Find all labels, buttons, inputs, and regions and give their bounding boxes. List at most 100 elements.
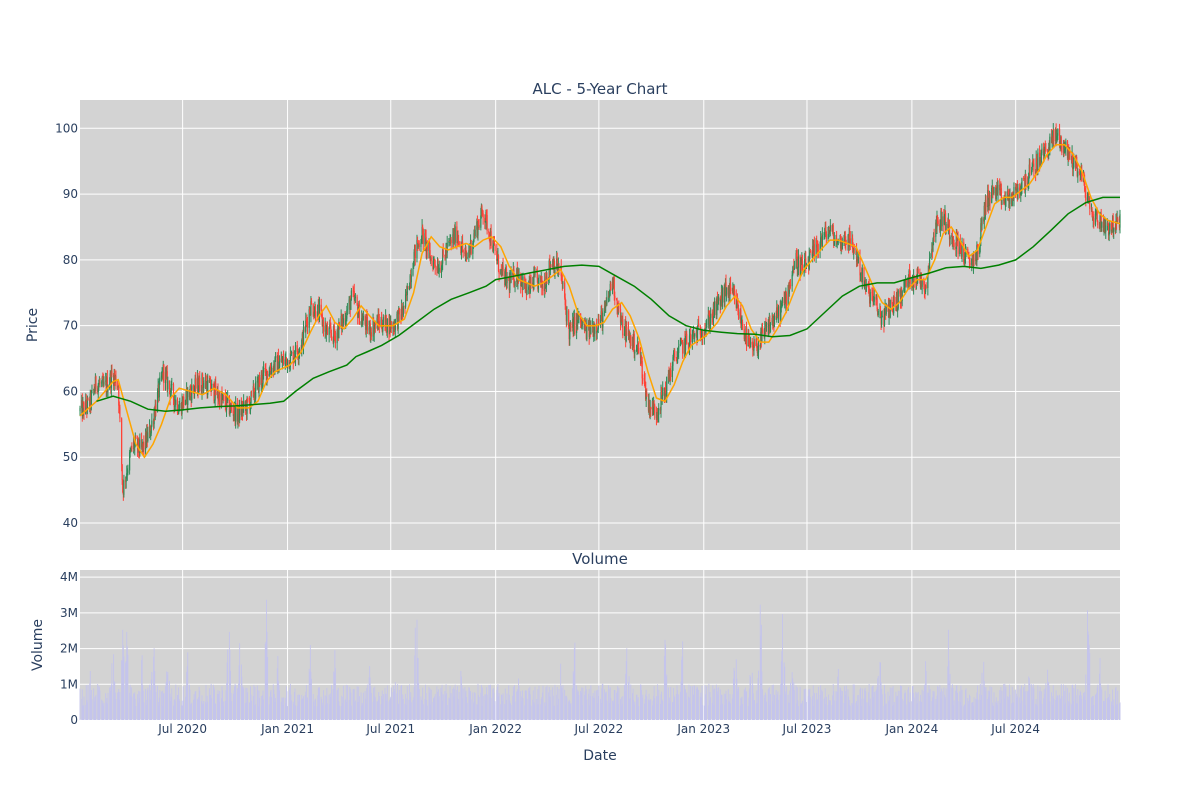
candlestick bbox=[934, 229, 935, 242]
volume-bar bbox=[918, 692, 919, 720]
volume-bar bbox=[634, 702, 635, 720]
volume-y-tick-label: 1M bbox=[60, 677, 78, 691]
volume-bar bbox=[96, 695, 97, 720]
candlestick bbox=[989, 192, 990, 211]
volume-bar bbox=[531, 705, 532, 720]
volume-bar bbox=[187, 652, 188, 720]
candlestick bbox=[1005, 191, 1006, 206]
volume-y-tick-label: 3M bbox=[60, 606, 78, 620]
volume-bar bbox=[646, 696, 647, 720]
candlestick bbox=[574, 313, 575, 336]
volume-bar bbox=[582, 688, 583, 720]
candlestick bbox=[961, 238, 962, 262]
volume-bar bbox=[447, 705, 448, 720]
volume-bar bbox=[80, 689, 81, 720]
candlestick bbox=[163, 364, 164, 391]
candlestick bbox=[494, 243, 495, 255]
candlestick bbox=[215, 376, 216, 395]
volume-bar bbox=[315, 699, 316, 720]
candlestick bbox=[738, 305, 739, 320]
volume-bar bbox=[303, 696, 304, 720]
candlestick bbox=[363, 311, 364, 321]
candlestick bbox=[371, 327, 372, 340]
volume-bar bbox=[834, 700, 835, 720]
candlestick bbox=[395, 319, 396, 338]
candlestick bbox=[622, 312, 623, 338]
price-plot-area bbox=[80, 100, 1120, 550]
volume-bar bbox=[239, 643, 240, 720]
volume-bar bbox=[962, 690, 963, 720]
volume-bar bbox=[391, 687, 392, 720]
volume-bar bbox=[626, 648, 627, 720]
price-chart-title: ALC - 5-Year Chart bbox=[533, 80, 668, 98]
volume-bar bbox=[547, 686, 548, 720]
volume-bar bbox=[882, 694, 883, 720]
volume-bar bbox=[295, 705, 296, 720]
volume-bar bbox=[523, 698, 524, 720]
candlestick bbox=[706, 319, 707, 329]
candlestick bbox=[606, 290, 607, 306]
volume-bar bbox=[1033, 689, 1034, 720]
volume-bar bbox=[946, 688, 947, 720]
volume-bar bbox=[1097, 685, 1098, 720]
candlestick bbox=[630, 335, 631, 349]
volume-bar bbox=[770, 694, 771, 720]
volume-bar bbox=[499, 693, 500, 720]
volume-bar bbox=[670, 687, 671, 720]
candlestick bbox=[131, 442, 132, 452]
candlestick bbox=[506, 272, 507, 288]
candlestick bbox=[185, 389, 186, 404]
candlestick bbox=[386, 315, 387, 333]
candlestick bbox=[874, 289, 875, 305]
volume-bar bbox=[375, 697, 376, 720]
date-x-tick-label: Jan 2021 bbox=[260, 722, 314, 736]
volume-bar bbox=[519, 686, 520, 720]
volume-bar bbox=[119, 692, 120, 720]
candlestick bbox=[479, 219, 480, 230]
volume-bar bbox=[1069, 703, 1070, 720]
candlestick bbox=[167, 377, 168, 397]
volume-bar bbox=[1065, 686, 1066, 720]
volume-bar bbox=[678, 694, 679, 720]
volume-bar bbox=[383, 694, 384, 720]
volume-bar bbox=[1006, 687, 1007, 720]
candlestick bbox=[223, 394, 224, 401]
volume-bar bbox=[423, 704, 424, 720]
candlestick bbox=[602, 308, 603, 334]
candlestick bbox=[778, 305, 779, 323]
volume-bar bbox=[207, 702, 208, 720]
volume-bar bbox=[355, 700, 356, 720]
volume-bar bbox=[642, 695, 643, 720]
volume-bar bbox=[786, 686, 787, 720]
volume-bar bbox=[598, 685, 599, 720]
volume-bar bbox=[858, 695, 859, 720]
volume-bar bbox=[774, 695, 775, 720]
volume-bar bbox=[1057, 696, 1058, 720]
volume-bar bbox=[822, 691, 823, 720]
volume-bar bbox=[666, 674, 667, 720]
candlestick bbox=[87, 397, 88, 400]
candlestick bbox=[926, 282, 927, 289]
candlestick bbox=[435, 260, 436, 275]
volume-bar bbox=[878, 676, 879, 720]
volume-bar bbox=[726, 699, 727, 720]
volume-bar bbox=[491, 698, 492, 720]
volume-bar bbox=[100, 690, 101, 720]
volume-bar bbox=[555, 685, 556, 720]
volume-bar bbox=[1049, 702, 1050, 720]
date-axis-title: Date bbox=[583, 748, 616, 764]
volume-bar bbox=[982, 673, 983, 720]
volume-bar bbox=[718, 687, 719, 720]
candlestick bbox=[171, 378, 172, 390]
volume-bar bbox=[543, 686, 544, 720]
volume-bar bbox=[750, 677, 751, 720]
candlestick bbox=[794, 261, 795, 270]
candlestick bbox=[431, 255, 432, 266]
candlestick bbox=[135, 435, 136, 439]
price-y-tick-label: 50 bbox=[63, 450, 78, 464]
candlestick bbox=[1109, 221, 1110, 234]
candlestick bbox=[993, 187, 994, 195]
candlestick bbox=[546, 272, 547, 284]
candlestick bbox=[1029, 159, 1030, 176]
volume-bar bbox=[814, 693, 815, 720]
